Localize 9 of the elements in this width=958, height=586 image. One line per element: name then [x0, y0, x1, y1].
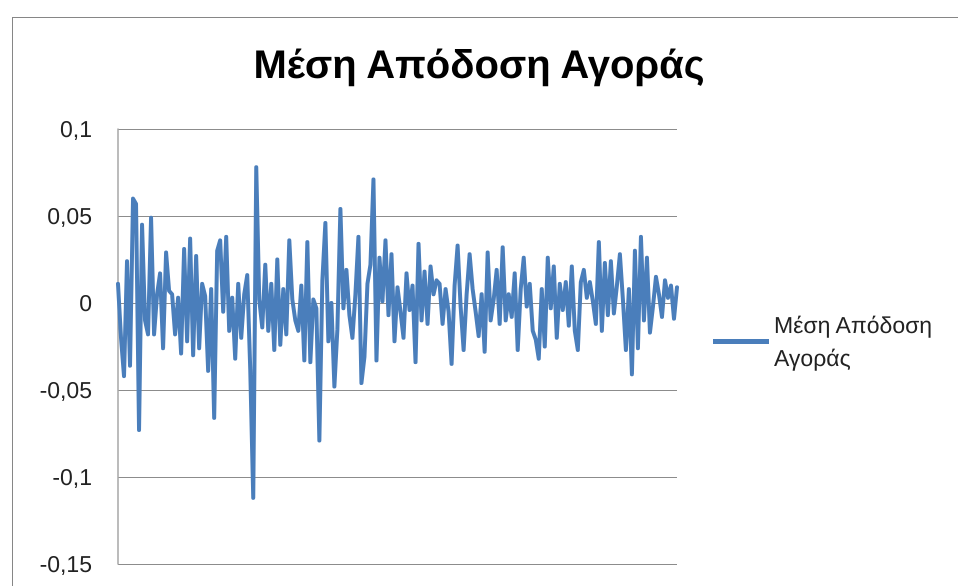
y-tick-label: -0,05: [40, 377, 92, 403]
y-tick-label: 0: [79, 290, 92, 316]
y-tick-label: 0,1: [60, 116, 92, 142]
legend-label: Μέση Απόδοση Αγοράς: [774, 312, 932, 371]
line-series: [116, 165, 679, 500]
y-tick-label: -0,15: [40, 551, 92, 577]
chart-title: Μέση Απόδοση Αγοράς: [253, 43, 705, 87]
y-tick-label: -0,1: [52, 464, 92, 490]
y-tick-label: 0,05: [47, 203, 92, 229]
